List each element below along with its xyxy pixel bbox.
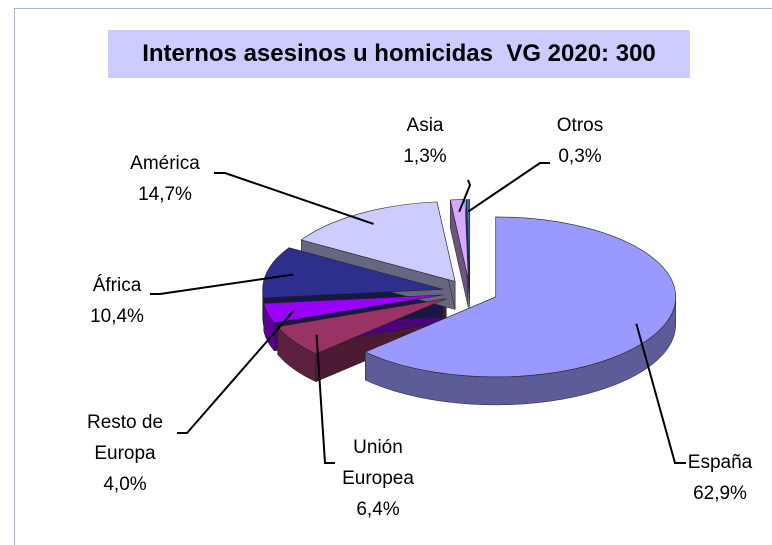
data-label: Asia 1,3% [400, 110, 450, 172]
leader-line [177, 309, 295, 434]
frame [14, 8, 772, 545]
slice [263, 294, 443, 324]
leader-line [458, 179, 472, 213]
leader-lines [150, 162, 686, 464]
leader-line [315, 334, 335, 464]
slice-sides [262, 289, 676, 406]
slice-tops [262, 199, 676, 378]
label-name: España [687, 452, 753, 473]
data-label: África 10,4% [72, 270, 162, 332]
slice [262, 247, 443, 299]
slice [364, 216, 676, 378]
label-name: Asia [406, 115, 444, 136]
leader-line [467, 162, 550, 213]
label-value: 1,3% [403, 146, 447, 167]
data-label: Unión Europea 6,4% [326, 432, 430, 525]
label-name: Unión Europea [342, 437, 414, 489]
chart-title: Internos asesinos u homicidas VG 2020: 3… [108, 30, 690, 78]
data-label: España 62,9% [680, 447, 760, 509]
data-label: América 14,7% [112, 148, 218, 210]
label-value: 62,9% [693, 483, 747, 504]
label-name: Resto de Europa [86, 412, 164, 464]
label-value: 6,4% [356, 499, 400, 520]
leader-line [635, 323, 686, 464]
label-value: 10,4% [90, 306, 144, 327]
data-label: Otros 0,3% [548, 110, 612, 172]
label-value: 4,0% [103, 474, 147, 495]
label-name: Otros [556, 115, 604, 136]
slice [300, 201, 456, 282]
label-value: 14,7% [138, 184, 192, 205]
leader-line [150, 273, 294, 295]
label-name: África [92, 275, 142, 296]
slice [277, 298, 447, 355]
slice [466, 199, 471, 280]
label-value: 0,3% [558, 146, 602, 167]
leader-line [214, 172, 374, 225]
data-label: Resto de Europa 4,0% [72, 407, 178, 500]
label-name: América [130, 153, 200, 174]
